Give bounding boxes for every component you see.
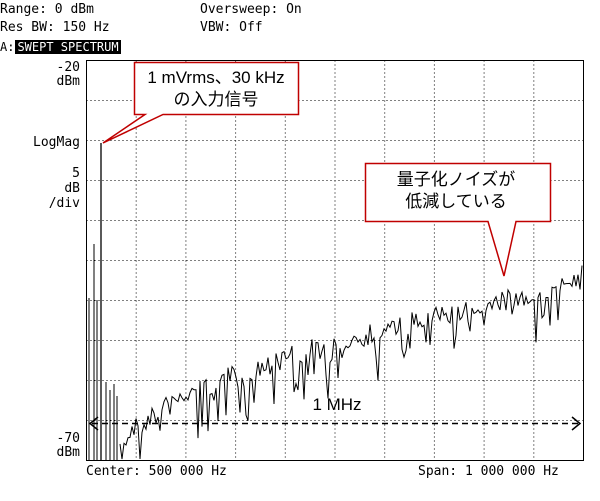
range-readout: Range: 0 dBm (0, 2, 94, 17)
span-arrow (88, 416, 582, 431)
y-scale-type: LogMag (33, 135, 80, 150)
input-callout-line2: の入力信号 (174, 90, 259, 109)
noise-callout: 量子化ノイズが 低減している (364, 162, 552, 277)
center-frequency: Center: 500 000 Hz (86, 464, 227, 479)
trace-label[interactable]: A: SWEPT SPECTRUM (0, 40, 121, 54)
y-scale-per: /div (48, 196, 80, 211)
oversweep-readout: Oversweep: On (200, 2, 302, 17)
trace-id: A: (0, 40, 15, 54)
input-signal-callout: 1 mVrms、30 kHz の入力信号 (102, 61, 300, 144)
y-bottom-value: -70 (56, 431, 80, 446)
vbw-readout: VBW: Off (200, 20, 263, 35)
y-top-unit: dBm (56, 74, 80, 89)
trace-title: SWEPT SPECTRUM (15, 40, 121, 54)
res-bw-readout: Res BW: 150 Hz (0, 20, 110, 35)
y-top-value: -20 (56, 60, 80, 75)
input-callout-line1: 1 mVrms、30 kHz (147, 68, 284, 87)
y-bottom-unit: dBm (56, 445, 80, 460)
span-frequency: Span: 1 000 000 Hz (418, 464, 559, 479)
spectrum-trace (119, 265, 583, 460)
signal-spikes (88, 143, 118, 460)
y-scale-unit: dB (64, 181, 80, 196)
span-arrow-label: 1 MHz (312, 395, 361, 414)
noise-callout-line2: 低減している (405, 192, 507, 211)
noise-callout-line1: 量子化ノイズが (397, 170, 516, 189)
y-scale-value: 5 (72, 166, 80, 181)
